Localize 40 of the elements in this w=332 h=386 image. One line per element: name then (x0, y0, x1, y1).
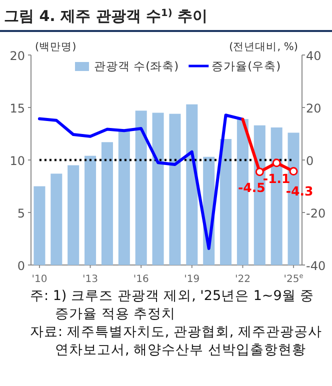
bar (118, 130, 130, 265)
legend-label: 증가율(우축) (212, 59, 281, 73)
point (255, 168, 264, 176)
x-tick-label: '25$^{e}$ (284, 272, 304, 285)
x-tick-label: '10 (32, 274, 48, 285)
bar (68, 165, 80, 265)
legend-label: 관광객 수(좌축) (94, 59, 179, 73)
y2-tick-label: 0 (306, 154, 314, 168)
bar (169, 114, 181, 265)
bar (84, 156, 96, 265)
bar (34, 186, 46, 265)
data-label: -1.1 (262, 170, 290, 186)
bar (50, 174, 62, 265)
bar (220, 139, 232, 265)
y2-axis-title: (전년대비, %) (229, 41, 298, 53)
text: 주: 1) 크루즈 관광객 제외, '25년은 1~9월 중 증가율 적용 추정치 (30, 288, 314, 322)
y-tick-label: 0 (17, 259, 25, 273)
bar (186, 104, 198, 265)
y-tick-label: 5 (17, 206, 25, 220)
bar (101, 142, 113, 265)
y-axis-title: (백만명) (35, 41, 76, 53)
bar (135, 110, 147, 265)
x-tick-label: '22 (234, 274, 250, 285)
bar (152, 112, 164, 265)
x-tick-label: '16 (133, 274, 149, 285)
x-tick-label: '19 (184, 274, 200, 285)
y2-tick-label: 40 (306, 49, 322, 63)
data-label: -4.5 (238, 180, 266, 195)
y-tick-label: 20 (10, 49, 25, 63)
y2-tick-label: -40 (306, 259, 326, 273)
y2-tick-label: 20 (306, 102, 322, 116)
y-tick-label: 10 (10, 154, 25, 168)
y-tick-label: 15 (10, 102, 25, 116)
y2-tick-label: -20 (306, 206, 326, 220)
text: 자료: 제주특별자치도, 관광협회, 제주관광공사 연차보고서, 해양수산부 선박입출항현황 (30, 324, 322, 358)
x-tick-label: '13 (82, 274, 98, 285)
point (289, 167, 298, 176)
point (272, 158, 281, 168)
chart-title: 그림 4. 제주 관광객 수$^{1)}$ 추이 (4, 7, 208, 25)
data-label: -4.3 (286, 183, 314, 198)
